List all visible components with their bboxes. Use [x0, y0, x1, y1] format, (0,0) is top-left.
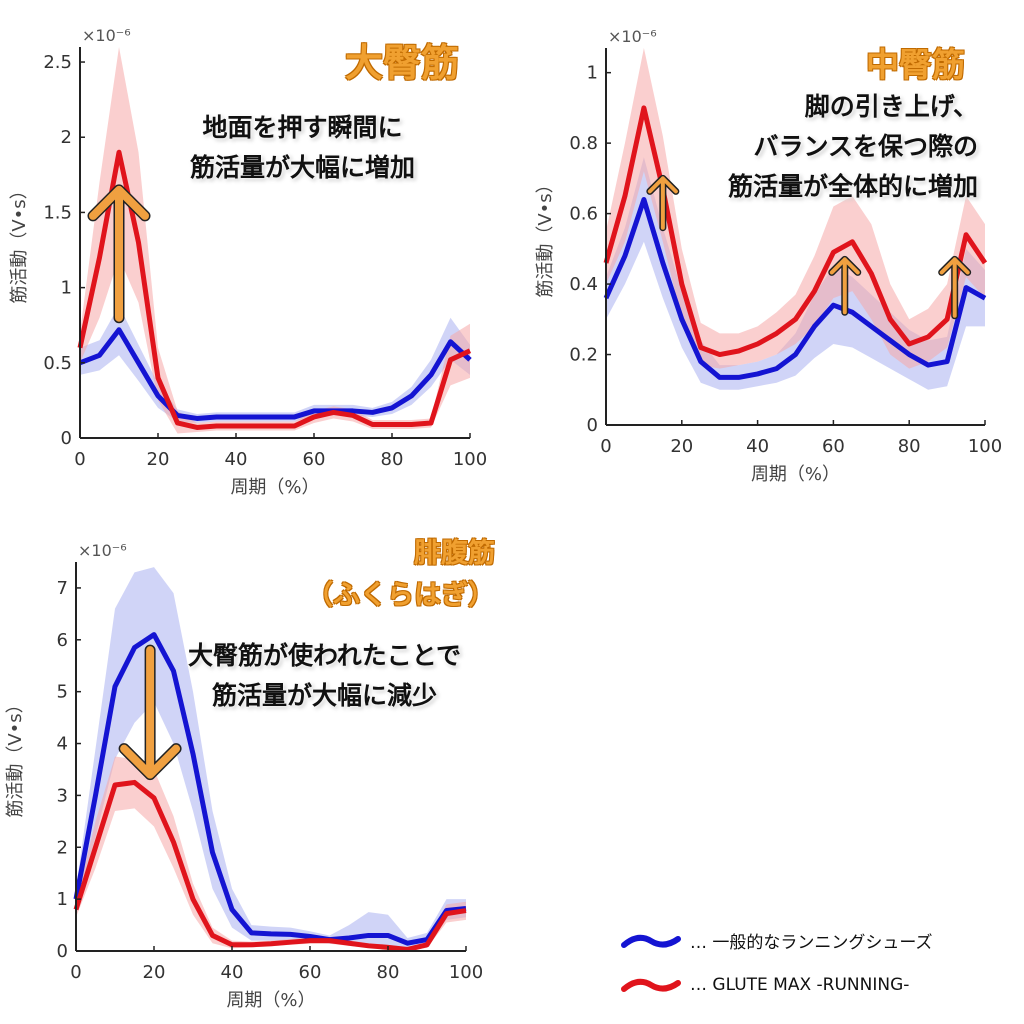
chart2-y-label: 筋活動（V•s）	[535, 175, 556, 297]
chart3-y-exponent: ×10⁻⁶	[78, 541, 127, 560]
chart2-y-exponent: ×10⁻⁶	[608, 27, 657, 46]
chart1-band-1	[80, 47, 470, 434]
chart1-x-tick-label: 100	[453, 449, 487, 470]
chart3-y-tick-label: 7	[57, 578, 68, 599]
chart2-x-label: 周期（%）	[751, 464, 840, 485]
chart2-x-tick-label: 80	[898, 436, 921, 457]
chart2-y-tick-label: 0.6	[569, 204, 598, 225]
chart1-y-tick-label: 0	[61, 428, 72, 449]
legend-label-standard-shoes: … 一般的なランニングシューズ	[690, 933, 933, 953]
chart2-x-tick-label: 40	[746, 436, 769, 457]
chart3-x-tick-label: 100	[449, 962, 483, 983]
chart1-arrow-0	[89, 185, 149, 322]
chart1-y-tick-label: 0.5	[43, 353, 72, 374]
chart2-y-tick-label: 1	[587, 63, 598, 84]
chart3-y-label: 筋活動（V•s）	[5, 695, 26, 817]
chart3-y-tick-label: 6	[57, 630, 68, 651]
chart3-x-tick-label: 40	[221, 962, 244, 983]
chart3-x-tick-label: 60	[299, 962, 322, 983]
chart2-arrow-0	[647, 176, 678, 230]
chart2-x-tick-label: 0	[600, 436, 611, 457]
red-wave-icon	[621, 978, 681, 992]
chart1-x-tick-label: 20	[147, 449, 170, 470]
chart2-x-tick-label: 20	[670, 436, 693, 457]
chart2-y-tick-label: 0.2	[569, 345, 598, 366]
chart3-title: 腓腹筋 （ふくらはぎ）	[306, 538, 495, 611]
chart2-line-standard-shoes	[603, 197, 987, 380]
chart3-line-standard-shoes	[73, 632, 467, 946]
chart2-title: 中臀筋	[866, 45, 965, 84]
chart3-y-tick-label: 3	[57, 785, 68, 806]
chart1-x-label: 周期（%）	[230, 477, 319, 498]
chart2-band-1	[606, 48, 985, 369]
chart1-y-exponent: ×10⁻⁶	[82, 26, 131, 45]
chart3-x-tick-label: 0	[70, 962, 81, 983]
chart2-y-tick-label: 0.4	[569, 274, 598, 295]
chart3-x-label: 周期（%）	[226, 990, 315, 1011]
chart1-x-tick-label: 60	[303, 449, 326, 470]
chart2-line-glute-max	[603, 105, 988, 358]
chart1-title: 大臀筋	[345, 41, 460, 85]
chart1-x-tick-label: 0	[74, 449, 85, 470]
chart1-annotation: 地面を押す瞬間に 筋活量が大幅に増加	[190, 113, 416, 182]
chart3-y-tick-label: 5	[57, 682, 68, 703]
chart3-x-tick-label: 80	[377, 962, 400, 983]
chart3-band-0	[76, 567, 466, 949]
chart1-line-standard-shoes	[79, 327, 472, 421]
chart3-x-tick-label: 20	[143, 962, 166, 983]
chart1-y-tick-label: 2.5	[43, 52, 72, 73]
blue-wave-icon	[621, 934, 681, 948]
chart1-line-glute-max	[77, 149, 472, 430]
chart2-arrow-1	[829, 257, 860, 315]
chart3-y-tick-label: 1	[57, 889, 68, 910]
chart1-y-tick-label: 2	[61, 127, 72, 148]
chart3-line-glute-max	[73, 779, 467, 952]
chart1-x-tick-label: 80	[381, 449, 404, 470]
chart3-y-tick-label: 2	[57, 837, 68, 858]
chart2-y-tick-label: 0.8	[569, 133, 598, 154]
chart3-y-tick-label: 4	[57, 734, 68, 755]
chart1-x-tick-label: 40	[225, 449, 248, 470]
legend-label-glute-max: … GLUTE MAX -RUNNING-	[690, 975, 910, 995]
chart3-band-1	[76, 756, 466, 951]
chart2-arrow-2	[939, 257, 970, 318]
chart3-y-tick-label: 0	[57, 941, 68, 962]
chart2-x-tick-label: 60	[822, 436, 845, 457]
chart1-y-label: 筋活動（V•s）	[9, 181, 30, 303]
chart2-x-tick-label: 100	[968, 436, 1002, 457]
chart1-y-tick-label: 1	[61, 278, 72, 299]
legend-item-standard-shoes: … 一般的なランニングシューズ	[620, 928, 933, 953]
chart3-annotation: 大臀筋が使われたことで 筋活量が大幅に減少	[188, 641, 462, 710]
legend-item-glute-max: … GLUTE MAX -RUNNING-	[620, 975, 909, 995]
chart1-y-tick-label: 1.5	[43, 202, 72, 223]
chart3-arrow-0	[120, 646, 181, 779]
chart2-y-tick-label: 0	[587, 415, 598, 436]
chart2-annotation: 脚の引き上げ、 バランスを保つ際の 筋活量が全体的に増加	[727, 92, 978, 201]
